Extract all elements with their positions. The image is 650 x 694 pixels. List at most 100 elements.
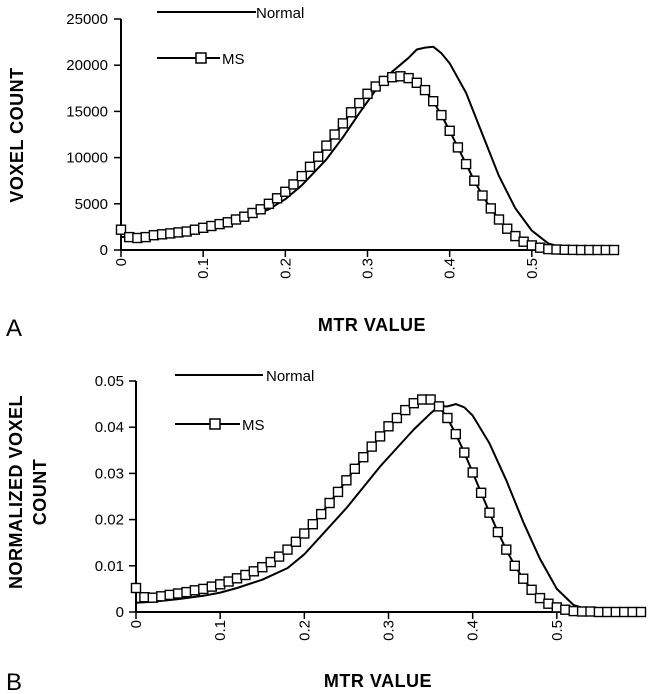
x-tick-label: 0.4 — [465, 620, 482, 641]
data-point-ms — [181, 586, 192, 598]
data-point-ms — [419, 84, 431, 96]
data-point-ms — [635, 606, 647, 618]
plot-area: 0 5000 10000 15000 20000 25000 0 0.1 0.2 0.3 0.4 0.… — [66, 11, 620, 279]
data-point-ms — [280, 186, 291, 198]
data-point-ms — [433, 401, 445, 412]
y-tick-label: 0.01 — [95, 558, 124, 575]
data-point-ms — [452, 142, 464, 153]
data-point-ms — [417, 394, 428, 405]
x-tick-label: 0.2 — [296, 620, 313, 641]
data-point-ms — [436, 109, 447, 121]
legend-label-normal: Normal — [256, 5, 304, 22]
x-tick-label: 0.2 — [277, 258, 294, 279]
x-axis-label: MTR VALUE — [318, 315, 426, 335]
data-point-ms — [265, 556, 276, 568]
data-point-ms — [509, 560, 520, 571]
data-point-ms — [492, 526, 504, 538]
y-tick-label: 15000 — [66, 103, 108, 120]
data-point-ms — [485, 203, 496, 214]
x-tick-label: 0.5 — [549, 620, 566, 641]
data-point-ms — [172, 588, 184, 599]
data-point-ms — [467, 467, 478, 478]
legend-label-ms: MS — [242, 417, 265, 434]
data-point-ms — [469, 175, 480, 186]
data-point-ms — [608, 244, 620, 256]
data-point-ms — [428, 95, 439, 107]
legend: Normal MS — [175, 368, 314, 434]
data-point-ms — [139, 592, 150, 603]
x-tick-label: 0 — [113, 258, 130, 266]
panel-a: A MTR VALUE VOXEL COUNT Normal MS 0 5000 1… — [6, 5, 620, 342]
data-point-ms — [493, 214, 505, 225]
data-point-ms — [273, 551, 285, 562]
data-point-ms — [313, 151, 324, 162]
data-point-ms — [248, 566, 260, 577]
data-point-ms — [442, 412, 453, 424]
data-point-ms — [223, 576, 234, 587]
x-tick-label: 0.4 — [442, 258, 459, 279]
data-point-ms — [307, 519, 318, 530]
data-point-ms — [383, 421, 394, 432]
data-point-ms — [593, 606, 605, 618]
data-point-ms — [156, 591, 167, 602]
y-tick-label: 10000 — [66, 150, 108, 167]
data-point-ms — [115, 224, 127, 235]
data-point-ms — [610, 606, 621, 618]
y-axis-label-line-2: COUNT — [30, 459, 50, 526]
data-point-ms — [444, 125, 455, 137]
legend: Normal MS — [157, 5, 304, 68]
y-axis-label-line-1: NORMALIZED VOXEL — [6, 395, 26, 589]
data-point-ms — [271, 193, 283, 204]
y-tick-label: 0.03 — [95, 465, 124, 482]
data-point-ms — [321, 140, 332, 151]
data-point-ms — [164, 589, 175, 601]
y-tick-label: 20000 — [66, 57, 108, 74]
legend-label-ms: MS — [222, 51, 245, 68]
data-point-ms — [282, 544, 293, 555]
y-tick-label: 0 — [100, 242, 108, 259]
data-point-ms — [370, 81, 381, 92]
data-point-ms — [501, 544, 512, 555]
data-point-ms — [543, 598, 554, 609]
data-point-ms — [345, 107, 357, 118]
x-tick-label: 0.1 — [212, 620, 229, 641]
data-point-ms — [206, 581, 218, 592]
data-point-ms — [263, 198, 275, 210]
data-point-ms — [477, 190, 488, 201]
data-point-ms — [551, 602, 562, 613]
y-tick-label: 0.04 — [95, 419, 124, 436]
data-point-ms — [484, 507, 495, 518]
legend-marker-ms — [209, 418, 221, 430]
data-point-ms — [214, 579, 226, 590]
data-point-ms — [460, 158, 472, 170]
x-tick-label: 0.3 — [381, 620, 398, 641]
data-point-ms — [362, 88, 373, 100]
series-line-normal — [120, 45, 615, 251]
series-line-normal — [135, 403, 642, 613]
panel-label: B — [6, 669, 22, 694]
data-point-ms — [329, 129, 340, 140]
data-point-ms — [534, 592, 546, 604]
panel-label: A — [6, 315, 22, 342]
data-point-ms — [130, 582, 142, 594]
data-point-ms — [198, 583, 209, 595]
x-tick-label: 0.3 — [360, 258, 377, 279]
legend-marker-ms — [195, 52, 207, 64]
y-tick-label: 5000 — [75, 196, 108, 213]
data-point-ms — [400, 404, 411, 416]
data-point-ms — [585, 606, 596, 617]
data-point-ms — [358, 452, 369, 463]
x-axis-label: MTR VALUE — [324, 671, 432, 691]
y-tick-label: 25000 — [66, 11, 108, 28]
data-point-ms — [332, 486, 344, 498]
data-point-ms — [374, 431, 386, 442]
data-point-ms — [316, 508, 327, 520]
data-point-ms — [231, 573, 243, 584]
data-point-ms — [518, 573, 529, 584]
data-point-ms — [450, 428, 461, 440]
data-point-ms — [288, 179, 299, 190]
data-point-ms — [366, 441, 377, 452]
data-point-ms — [354, 97, 365, 109]
data-point-ms — [576, 606, 588, 617]
data-point-ms — [475, 487, 487, 498]
